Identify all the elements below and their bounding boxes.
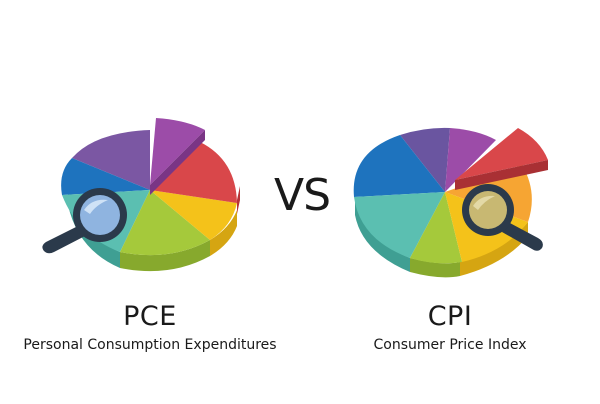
cpi-slice-red-raised xyxy=(455,128,548,180)
pce-pie-side-green xyxy=(120,240,210,272)
pce-pie-side-yellow xyxy=(210,210,237,256)
pce-slice-red xyxy=(150,142,237,203)
pce-subtitle: Personal Consumption Expenditures xyxy=(23,337,277,353)
cpi-magnifier-handle xyxy=(502,222,543,251)
pce-slice-green xyxy=(120,190,210,256)
cpi-slice-magenta xyxy=(445,128,496,192)
cpi-slice-red-side xyxy=(455,160,548,190)
cpi-subtitle: Consumer Price Index xyxy=(373,337,527,353)
cpi-slice-teal xyxy=(354,192,445,258)
pce-magnifier-glare xyxy=(84,199,108,214)
cpi-pie-side-green xyxy=(410,258,460,278)
pce-slice-purple xyxy=(72,130,150,190)
cpi-label-block: CPI Consumer Price Index xyxy=(310,302,590,354)
pce-slice-blue xyxy=(61,158,150,195)
pce-magnifier-handle xyxy=(42,226,85,254)
pce-pie-side-teal xyxy=(68,190,120,268)
cpi-pie-icon xyxy=(353,127,548,278)
cpi-magnifier-glare xyxy=(473,195,495,210)
cpi-pie-side-teal xyxy=(355,200,410,272)
cpi-pie-side-yellow xyxy=(460,222,528,276)
vs-separator: VS xyxy=(273,170,331,221)
pce-title: PCE xyxy=(123,301,177,332)
pce-pie-side-red xyxy=(237,186,240,214)
pce-slice-magenta-side xyxy=(150,130,205,195)
pce-slice-magenta-raised xyxy=(150,118,205,185)
cpi-slice-green xyxy=(410,192,462,264)
pce-label-block: PCE Personal Consumption Expenditures xyxy=(10,302,290,354)
pce-slice-yellow xyxy=(150,190,237,240)
cpi-slice-blue xyxy=(353,135,445,197)
cpi-title: CPI xyxy=(427,301,473,332)
cpi-slice-indigo xyxy=(400,127,450,192)
pce-magnifier-icon xyxy=(42,188,127,254)
cpi-magnifier-icon xyxy=(462,184,543,251)
